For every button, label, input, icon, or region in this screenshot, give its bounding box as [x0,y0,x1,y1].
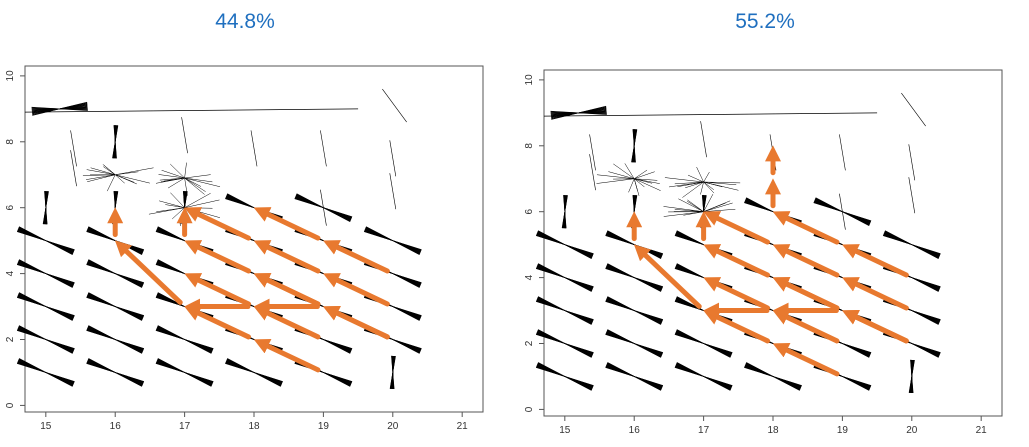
y-tick-label: 6 [524,208,535,214]
arrow-segment [842,310,909,344]
plot-frame [24,65,484,413]
arrow-segment [842,244,909,278]
x-tick-label: 18 [767,425,779,436]
arrow-paths [107,207,390,373]
arrow-segment [703,310,771,344]
y-tick-label: 6 [5,204,16,210]
background-glyphs [16,88,422,390]
x-tick-label: 20 [387,421,399,432]
arrow-segment [184,240,252,274]
arrow-segment [842,277,909,311]
x-tick-label: 21 [457,421,469,432]
arrow-segment [703,277,771,311]
arrow-segment [323,306,390,340]
arrow-segment [323,273,390,307]
y-tick-label: 8 [524,143,535,149]
chart-title-left: 44.8% [215,10,275,33]
x-tick-label: 16 [629,425,641,436]
y-tick-label: 10 [5,70,16,82]
arrow-segment [703,211,771,245]
x-tick-label: 15 [559,425,571,436]
y-tick-label: 4 [524,274,535,280]
arrow-segment [772,342,840,377]
x-tick-label: 19 [318,421,330,432]
arrow-segment [184,207,252,241]
arrow-segment [323,240,390,274]
x-tick-label: 20 [906,425,918,436]
x-tick-label: 16 [110,421,122,432]
arrow-segment [184,306,252,340]
x-tick-label: 17 [698,425,710,436]
plot-frame [543,69,1003,417]
arrow-segment [253,306,321,340]
arrow-segment [772,244,840,278]
y-tick-label: 0 [5,402,16,408]
y-tick-label: 0 [524,406,535,412]
x-tick-label: 15 [40,421,52,432]
arrow-segment [253,273,321,307]
arrow-segment [772,211,840,245]
arrow-segment [772,277,840,311]
arrow-segment [184,273,252,307]
arrow-segment [633,244,702,309]
arrow-segment [703,244,771,278]
chart-title-right: 55.2% [735,10,795,33]
x-tick-label: 19 [837,425,849,436]
background-glyphs [535,92,941,394]
arrow-segment [253,240,321,274]
x-tick-label: 17 [179,421,191,432]
chart-panel-1: 15 16 17 18 19 20 21 0 2 4 6 8 10 [5,65,484,432]
chart-panel-2: 15 16 17 18 19 20 21 0 2 4 6 8 10 [524,69,1003,436]
y-tick-label: 2 [5,336,16,342]
y-tick-label: 10 [524,74,535,86]
x-tick-label: 21 [976,425,988,436]
y-tick-label: 2 [524,340,535,346]
arrow-segment [772,310,840,344]
arrow-segment [253,207,321,241]
arrow-paths [626,145,909,377]
x-tick-label: 18 [248,421,260,432]
arrow-segment [253,338,321,373]
y-tick-label: 8 [5,139,16,145]
y-tick-label: 4 [5,270,16,276]
arrow-segment [114,240,183,305]
